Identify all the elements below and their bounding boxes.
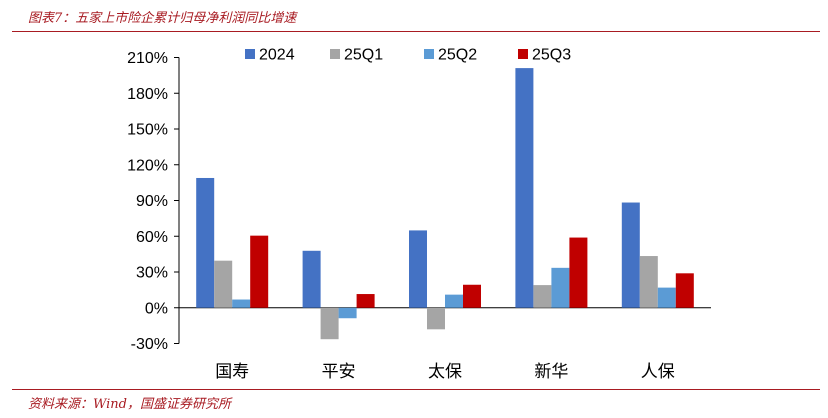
bar-2024-3	[409, 230, 427, 308]
bar-2024-2	[302, 250, 321, 308]
legend-swatch-25q2	[424, 49, 434, 59]
bar-25q3-5	[675, 273, 694, 308]
bar-25q2-3	[445, 294, 463, 308]
y-tick-label: 210%	[127, 50, 168, 67]
legend-label-25q3: 25Q3	[532, 47, 571, 64]
bar-2024-5	[621, 202, 640, 308]
legend-swatch-25q3	[518, 49, 528, 59]
chart-legend: 2024 25Q1 25Q2 25Q3	[245, 47, 571, 64]
bar-25q3-1	[250, 235, 269, 308]
bar-25q3-4	[569, 237, 588, 308]
bar-25q2-1	[232, 299, 251, 308]
x-category-label: 新华	[534, 362, 568, 382]
source-divider	[12, 389, 820, 390]
y-tick-label: 0%	[145, 300, 168, 317]
y-tick-label: 60%	[136, 229, 168, 246]
bar-25q2-4	[551, 267, 570, 308]
y-tick-label: 150%	[127, 122, 168, 139]
legend-label-25q2: 25Q2	[438, 47, 477, 64]
x-category-label: 平安	[322, 362, 356, 382]
figure-source: 资料来源：Wind，国盛证券研究所	[28, 397, 231, 412]
x-category-label: 人保	[641, 362, 675, 382]
figure-title: 图表7：五家上市险企累计归母净利润同比增速	[28, 11, 297, 26]
x-category-label: 太保	[428, 362, 462, 382]
bar-25q1-5	[639, 256, 658, 308]
legend-label-25q1: 25Q1	[344, 47, 383, 64]
y-tick-label: 120%	[127, 157, 168, 174]
y-tick-label: 180%	[127, 86, 168, 103]
bar-25q1-2	[320, 307, 339, 340]
y-axis-labels: -30% 0% 30% 60% 90% 120% 150% 180% 210%	[127, 50, 168, 353]
x-category-label: 国寿	[215, 362, 249, 382]
bar-25q2-5	[657, 287, 676, 308]
bar-25q1-3	[427, 307, 445, 330]
bar-2024-1	[196, 177, 215, 308]
legend-label-2024: 2024	[259, 47, 295, 64]
bar-2024-4	[515, 68, 534, 308]
bar-25q2-2	[338, 307, 357, 319]
bar-25q1-1	[214, 260, 233, 308]
bar-25q3-3	[463, 284, 481, 308]
y-tick-label: 90%	[136, 193, 168, 210]
bar-25q1-4	[533, 285, 552, 308]
y-tick-label: -30%	[131, 336, 168, 353]
legend-swatch-2024	[245, 49, 255, 59]
bar-25q3-2	[356, 294, 375, 308]
legend-swatch-25q1	[330, 49, 340, 59]
x-axis-labels: 国寿 平安 太保 新华 人保	[215, 362, 675, 382]
chart-bars	[196, 68, 694, 340]
title-divider	[12, 31, 820, 32]
y-tick-label: 30%	[136, 265, 168, 282]
